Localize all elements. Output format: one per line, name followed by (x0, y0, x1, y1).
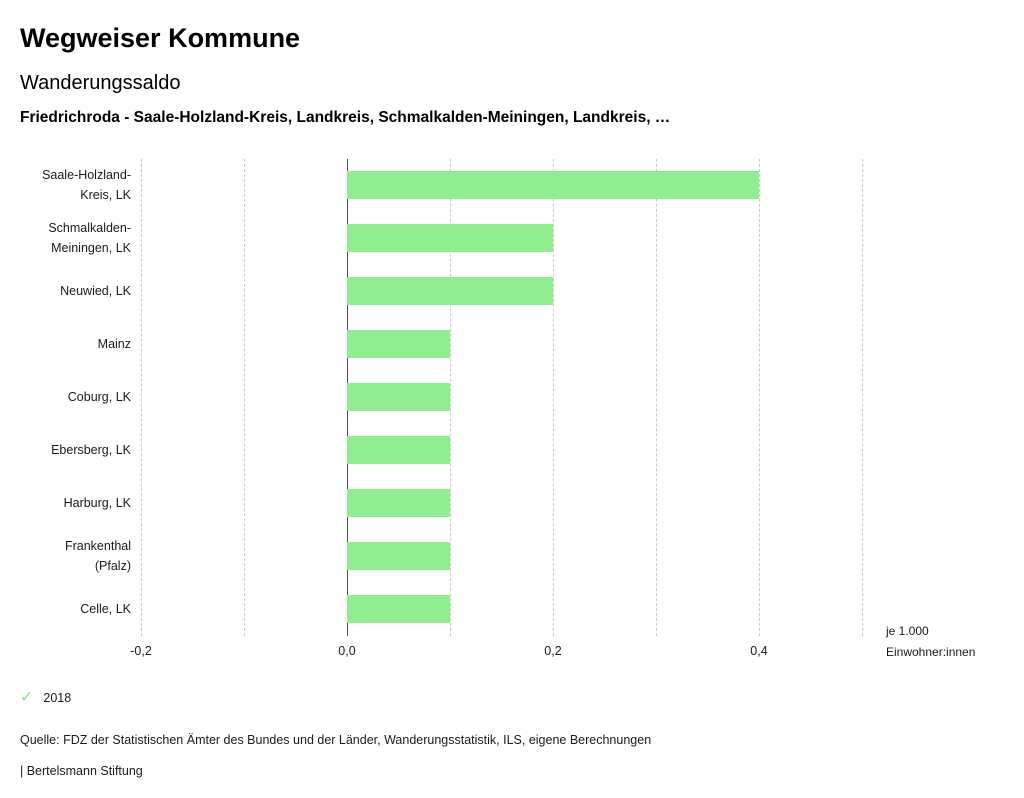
bar[interactable] (347, 595, 450, 624)
chart-description: Friedrichroda - Saale-Holzland-Kreis, La… (20, 109, 671, 127)
category-label: Coburg, LK (67, 390, 131, 405)
x-tick-label: 0,4 (750, 643, 768, 658)
unit-label-line1: je 1.000 (886, 623, 929, 638)
bar[interactable] (347, 383, 450, 412)
gridline (141, 158, 142, 636)
gridline (759, 158, 760, 636)
x-tick-label: -0,2 (130, 643, 152, 658)
bar[interactable] (347, 330, 450, 359)
bar[interactable] (347, 542, 450, 571)
bar[interactable] (347, 224, 553, 253)
page-title: Wegweiser Kommune (20, 23, 301, 53)
gridline (862, 158, 863, 636)
bar-chart: Saale-Holzland-Kreis, LK Schmalkalden-Mei… (20, 158, 1004, 666)
legend-item-2018[interactable]: ✓ 2018 (20, 688, 72, 706)
x-tick-label: 0,0 (338, 643, 356, 658)
category-label: Schmalkalden-Meiningen, LK (48, 221, 131, 256)
source-text: Quelle: FDZ der Statistischen Ämter des … (20, 732, 652, 747)
category-label: Neuwied, LK (60, 284, 131, 299)
category-label: Ebersberg, LK (51, 443, 131, 458)
category-label: Harburg, LK (63, 496, 131, 511)
gridline (450, 158, 451, 636)
branding-text: | Bertelsmann Stiftung (20, 763, 143, 778)
legend-year-label: 2018 (43, 690, 72, 705)
category-label: Mainz (97, 337, 131, 352)
category-label: Frankenthal (Pfalz) (64, 539, 131, 574)
unit-label-line2: Einwohner:innen (886, 644, 976, 659)
bar[interactable] (347, 489, 450, 518)
page: Wegweiser Kommune Wanderungssaldo Friedr… (20, 23, 1004, 778)
bar[interactable] (347, 277, 553, 306)
category-label: Saale-Holzland-Kreis, LK (42, 168, 131, 203)
plot-area (141, 158, 863, 636)
category-label: Celle, LK (80, 602, 131, 617)
gridline (244, 158, 245, 636)
x-tick-label: 0,2 (544, 643, 562, 658)
x-axis-ticks: -0,2 0,0 0,2 0,4 (130, 636, 862, 666)
check-icon: ✓ (20, 688, 34, 706)
chart-title: Wanderungssaldo (20, 72, 181, 95)
unit-label: je 1.000 Einwohner:innen (886, 621, 975, 664)
bar[interactable] (347, 171, 759, 200)
bar[interactable] (347, 436, 450, 465)
gridline (553, 158, 554, 636)
gridline (656, 158, 657, 636)
category-labels: Saale-Holzland-Kreis, LK Schmalkalden-Mei… (20, 159, 141, 636)
